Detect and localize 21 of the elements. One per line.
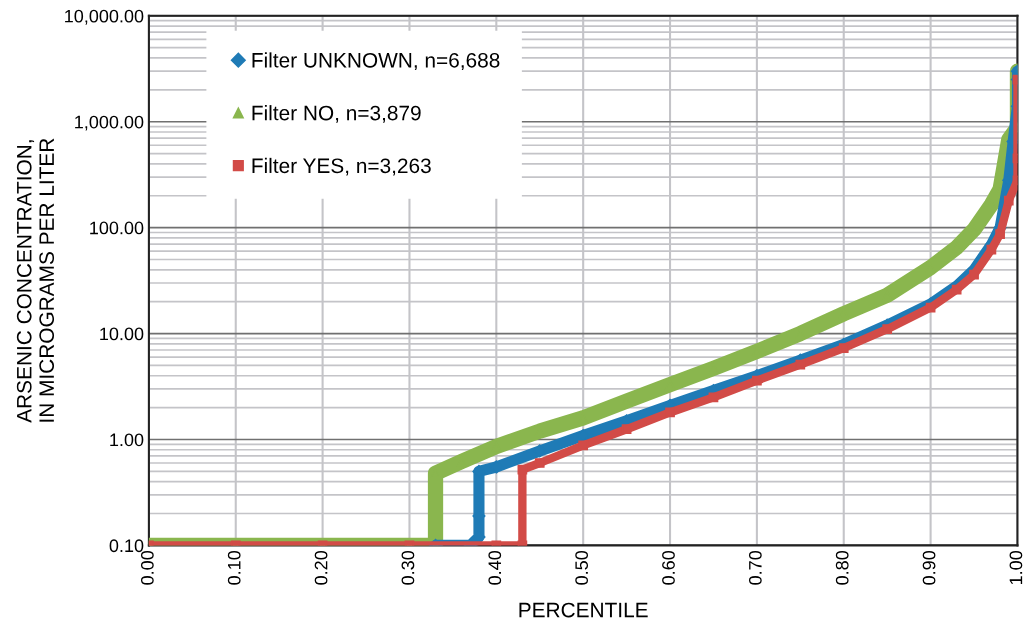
- x-tick-label: 0.70: [748, 550, 762, 585]
- y-tick-label: 10.00: [100, 327, 144, 341]
- x-tick-label: 0.10: [227, 550, 241, 585]
- x-axis-title: PERCENTILE: [519, 602, 648, 618]
- x-tick-label: 0.90: [922, 550, 936, 585]
- x-tick-label: 1.00: [1009, 550, 1023, 585]
- legend-label: Filter YES, n=3,263: [252, 157, 431, 176]
- x-tick-label: 0.30: [401, 550, 415, 585]
- y-tick-label: 1,000.00: [75, 115, 144, 131]
- x-tick-label: 0.80: [835, 550, 849, 585]
- legend-label: Filter NO, n=3,879: [252, 105, 421, 123]
- x-tick-label: 0.20: [314, 550, 328, 585]
- y-tick-label: 10,000.00: [65, 9, 144, 25]
- y-tick-label: 1.00: [110, 433, 144, 447]
- x-tick-label: 0.50: [575, 550, 589, 585]
- x-tick-label: 0.60: [662, 550, 675, 585]
- legend-label: Filter UNKNOWN, n=6,688: [252, 52, 500, 71]
- y-tick-label: 0.10: [109, 539, 144, 553]
- x-tick-label: 0.40: [488, 550, 502, 585]
- y-tick-label: 100.00: [90, 221, 144, 235]
- y-axis-title: ARSENIC CONCENTRATION, IN MICROGRAMS PER LITER: [16, 138, 55, 423]
